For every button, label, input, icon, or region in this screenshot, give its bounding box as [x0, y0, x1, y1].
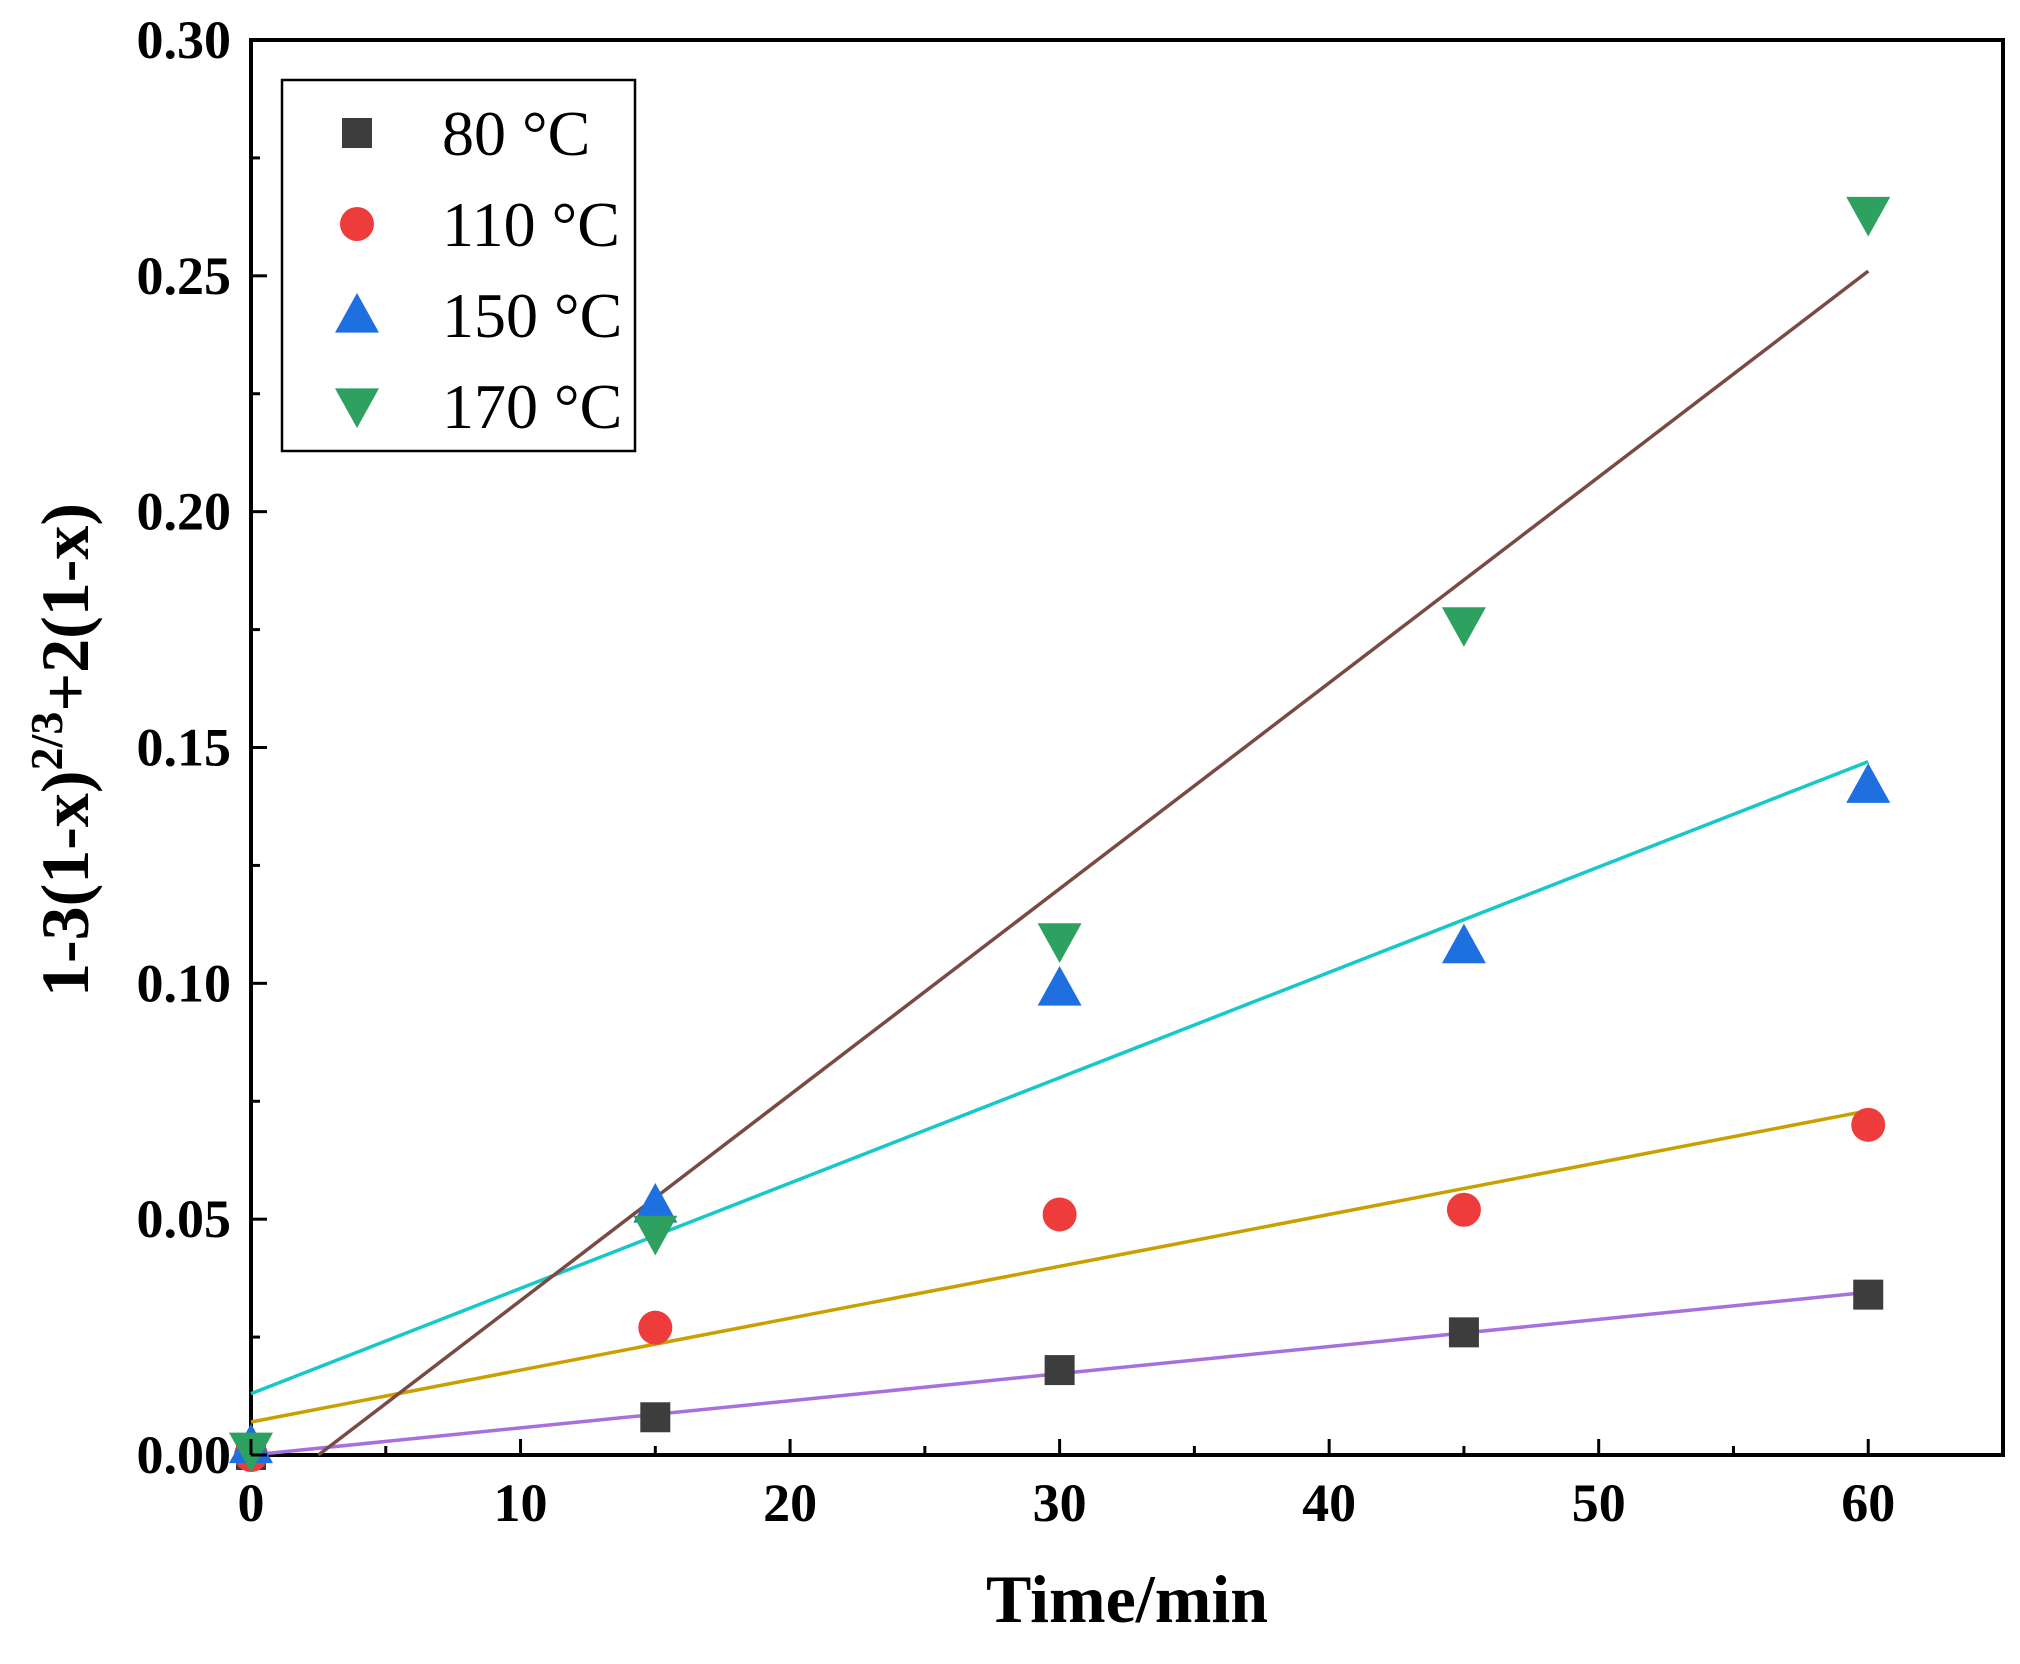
legend-marker-1	[342, 118, 372, 148]
data-point-series-4-3	[1037, 923, 1082, 963]
data-point-series-1-4	[1448, 1317, 1479, 1348]
data-point-series-2-4	[1446, 1192, 1481, 1227]
legend-marker-3	[335, 293, 379, 333]
y-tick-label: 0.15	[137, 718, 232, 778]
data-point-series-1-2	[640, 1402, 671, 1433]
y-tick-label: 0.20	[137, 482, 232, 542]
x-axis-title: Time/min	[986, 1561, 1268, 1637]
fit-line-series-3	[250, 760, 1869, 1396]
legend-marker-4	[335, 388, 379, 428]
data-point-series-3-3	[1037, 966, 1082, 1006]
data-point-series-4-2	[633, 1215, 678, 1256]
x-axis-tick-labels: 0 10 20 30 40 50 60	[238, 1473, 1896, 1533]
legend: 80 °C 110 °C 150 °C 170 °C	[280, 78, 637, 453]
data-point-series-2-3	[1042, 1197, 1077, 1232]
x-tick-label: 50	[1572, 1473, 1626, 1533]
legend-label-3: 150 °C	[442, 280, 622, 351]
legend-marker-2	[340, 207, 374, 241]
y-tick-label: 0.10	[137, 953, 232, 1013]
y-tick-label: 0.00	[137, 1425, 232, 1485]
data-point-series-2-5	[1851, 1107, 1886, 1142]
x-tick-label: 10	[494, 1473, 548, 1533]
y-axis-tick-labels: 0.00 0.05 0.10 0.15 0.20 0.25 0.30	[137, 10, 232, 1485]
y-tick-label: 0.25	[137, 246, 232, 306]
x-tick-label: 40	[1302, 1473, 1356, 1533]
data-point-series-1-5	[1853, 1279, 1884, 1310]
legend-label-1: 80 °C	[442, 98, 590, 169]
x-tick-label: 60	[1841, 1473, 1895, 1533]
data-point-series-3-2	[633, 1183, 678, 1223]
legend-items: 80 °C 110 °C 150 °C 170 °C	[335, 98, 622, 442]
y-axis-title-superscript: 2/3	[21, 712, 72, 771]
data-point-series-1-3	[1044, 1355, 1075, 1386]
y-axis-ticks	[251, 38, 267, 1457]
x-tick-label: 0	[238, 1473, 265, 1533]
data-point-series-3-4	[1441, 923, 1486, 964]
legend-label-2: 110 °C	[442, 189, 620, 260]
y-tick-label: 0.30	[137, 10, 232, 70]
legend-label-4: 170 °C	[442, 371, 622, 442]
x-axis-ticks	[249, 1439, 2005, 1455]
x-tick-label: 20	[763, 1473, 817, 1533]
fit-line-series-4	[317, 269, 1870, 1457]
y-axis-title-part2: +2(1-x)	[27, 503, 103, 712]
x-tick-label: 30	[1033, 1473, 1087, 1533]
fit-line-series-2	[250, 1108, 1869, 1424]
data-point-series-4-4	[1441, 607, 1486, 647]
y-axis-title: 1-3(1-x)2/3+2(1-x)	[21, 503, 103, 997]
y-axis-title-part1: 1-3(1-x)	[27, 770, 103, 997]
data-point-series-3-5	[1846, 763, 1891, 803]
data-point-series-4-5	[1846, 196, 1891, 237]
y-tick-label: 0.05	[137, 1189, 232, 1249]
data-point-series-2-2	[638, 1310, 673, 1345]
